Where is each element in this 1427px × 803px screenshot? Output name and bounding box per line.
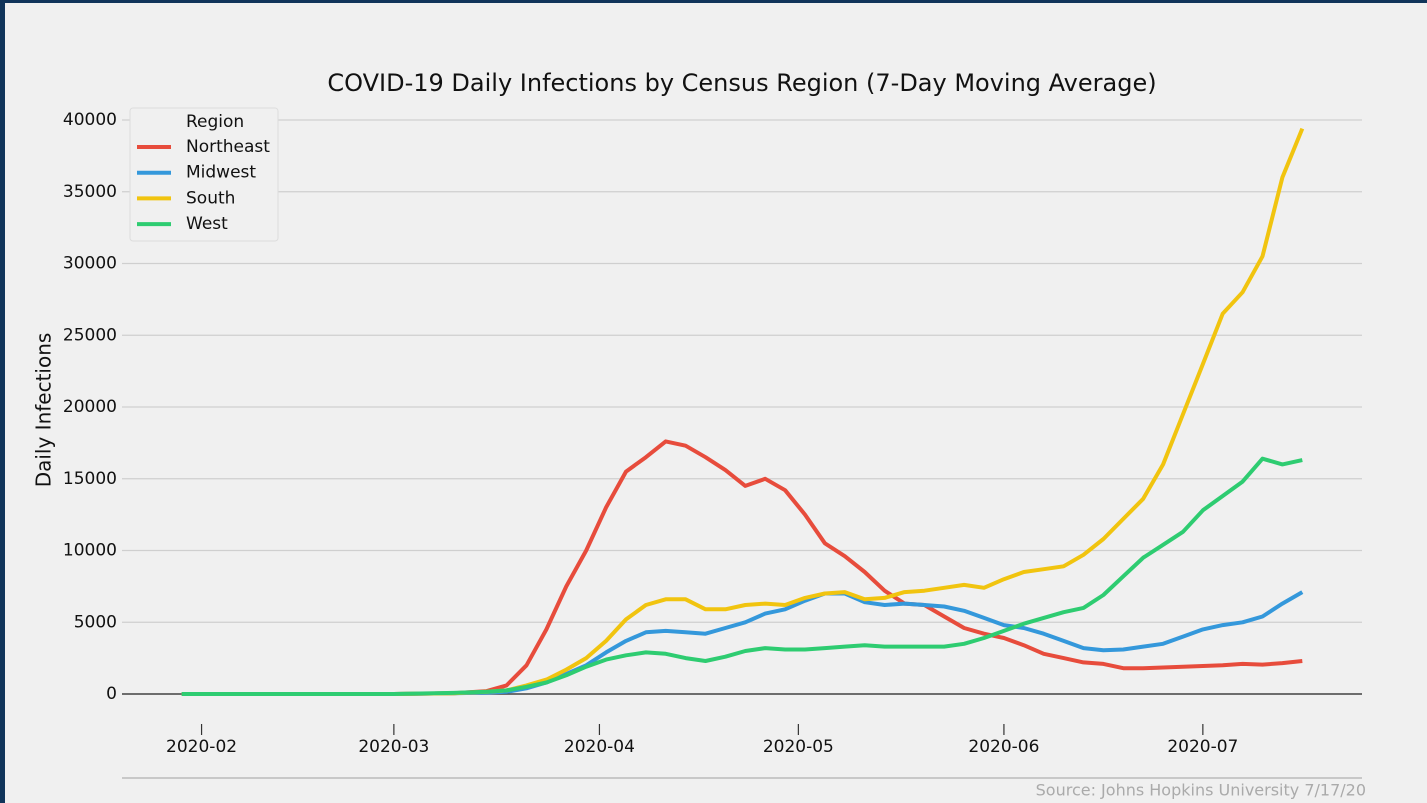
y-tick-label: 30000 bbox=[63, 254, 117, 274]
x-tick-label: 2020-05 bbox=[763, 737, 834, 757]
y-tick-label: 35000 bbox=[63, 182, 117, 202]
x-tick-label: 2020-02 bbox=[166, 737, 237, 757]
legend-title: Region bbox=[186, 112, 244, 132]
y-tick-label: 10000 bbox=[63, 541, 117, 561]
series-line bbox=[181, 439, 1303, 696]
series-line bbox=[181, 456, 1303, 696]
x-tick-label: 2020-07 bbox=[1167, 737, 1238, 757]
x-tick-label: 2020-04 bbox=[564, 737, 635, 757]
y-tick-label: 25000 bbox=[63, 325, 117, 345]
y-axis-label: Daily Infections bbox=[32, 333, 56, 488]
legend-label: West bbox=[186, 214, 228, 234]
grid: 0 5000 10000 15000 20000 25000 30000 35000 40000… bbox=[63, 110, 1362, 757]
source: Source: Johns Hopkins University 7/17/20 bbox=[1036, 781, 1366, 800]
y-tick-label: 15000 bbox=[63, 469, 117, 489]
y-tick-label: 20000 bbox=[63, 397, 117, 417]
legend: Region Northeast Midwest South West bbox=[129, 107, 279, 242]
y-tick-label: 5000 bbox=[74, 612, 117, 632]
legend-label: South bbox=[186, 188, 235, 208]
x-tick-label: 2020-03 bbox=[358, 737, 429, 757]
series-line bbox=[181, 127, 1305, 696]
legend-box bbox=[129, 107, 279, 242]
y-tick-label: 0 bbox=[106, 684, 117, 704]
x-tick-label: 2020-06 bbox=[968, 737, 1039, 757]
lines bbox=[181, 127, 1305, 696]
y-tick-label: 40000 bbox=[63, 110, 117, 130]
chart-title: COVID-19 Daily Infections by Census Regi… bbox=[327, 69, 1156, 97]
legend-label: Northeast bbox=[186, 137, 270, 157]
legend-label: Midwest bbox=[186, 163, 256, 183]
